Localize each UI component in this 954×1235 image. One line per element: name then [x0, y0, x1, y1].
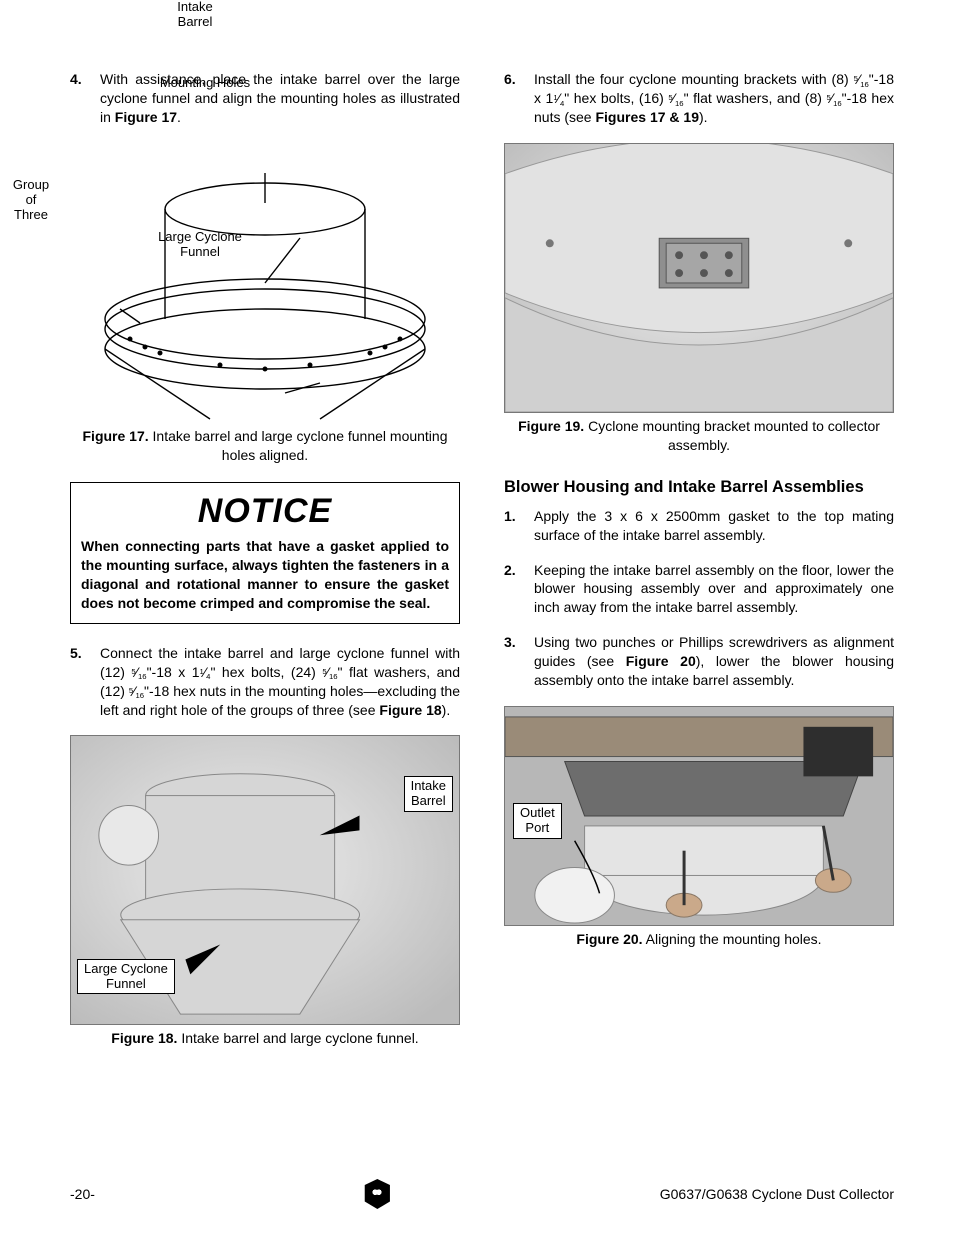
notice-box: NOTICE When connecting parts that have a… — [70, 482, 460, 623]
page-number: -20- — [70, 1185, 95, 1204]
sub-step-3-body: Using two punches or Phillips screwdrive… — [534, 633, 894, 690]
two-column-layout: 4. With assistance, place the intake bar… — [70, 70, 894, 1048]
step-5-number: 5. — [70, 644, 100, 720]
sub-step-1: 1. Apply the 3 x 6 x 2500mm gasket to th… — [504, 507, 894, 545]
sub-step-3-ref: Figure 20 — [626, 653, 696, 669]
fig17-label-mounting-holes: Mounting Holes — [150, 76, 260, 91]
sub-step-2-body: Keeping the intake barrel assembly on th… — [534, 561, 894, 618]
step-4: 4. With assistance, place the intake bar… — [70, 70, 460, 127]
sub-step-2: 2. Keeping the intake barrel assembly on… — [504, 561, 894, 618]
fig20-label-outlet-port: Outlet Port — [513, 803, 562, 839]
step-6-number: 6. — [504, 70, 534, 127]
step-6-body: Install the four cyclone mounting bracke… — [534, 70, 894, 127]
sub-step-1-body: Apply the 3 x 6 x 2500mm gasket to the t… — [534, 507, 894, 545]
figure-17-image: Intake Barrel Mounting Holes Group of Th… — [70, 143, 460, 423]
figure-17-caption-bold: Figure 17. — [83, 428, 149, 444]
figure-20-svg — [505, 707, 893, 925]
sub-step-3-number: 3. — [504, 633, 534, 690]
figure-17-caption-rest: Intake barrel and large cyclone funnel m… — [149, 428, 448, 463]
right-column: 6. Install the four cyclone mounting bra… — [504, 70, 894, 1048]
sub-step-3: 3. Using two punches or Phillips screwdr… — [504, 633, 894, 690]
step-6: 6. Install the four cyclone mounting bra… — [504, 70, 894, 127]
figure-17-caption: Figure 17. Intake barrel and large cyclo… — [70, 427, 460, 465]
fig18-label-large-cyclone-funnel: Large Cyclone Funnel — [77, 959, 175, 995]
figure-18-caption-bold: Figure 18. — [111, 1030, 177, 1046]
figure-17-svg — [70, 143, 460, 423]
brand-logo-icon — [363, 1179, 391, 1209]
step-5: 5. Connect the intake barrel and large c… — [70, 644, 460, 720]
figure-18-caption: Figure 18. Intake barrel and large cyclo… — [70, 1029, 460, 1048]
step-4-text-b: . — [177, 109, 181, 125]
section-heading-blower: Blower Housing and Intake Barrel Assembl… — [504, 476, 894, 498]
fig18-label-intake-barrel: Intake Barrel — [404, 776, 453, 812]
figure-20-caption-bold: Figure 20. — [576, 931, 642, 947]
figure-19-svg — [505, 144, 893, 412]
figure-19-caption-rest: Cyclone mounting bracket mounted to coll… — [584, 418, 880, 453]
fig17-label-intake-barrel: Intake Barrel — [160, 0, 230, 30]
figure-19-image — [504, 143, 894, 413]
notice-body: When connecting parts that have a gasket… — [81, 537, 449, 613]
left-column: 4. With assistance, place the intake bar… — [70, 70, 460, 1048]
step-4-number: 4. — [70, 70, 100, 127]
sub-step-1-number: 1. — [504, 507, 534, 545]
fig17-label-group-of-three: Group of Three — [0, 178, 62, 223]
doc-title: G0637/G0638 Cyclone Dust Collector — [660, 1185, 894, 1204]
figure-19-caption-bold: Figure 19. — [518, 418, 584, 434]
step-5-body: Connect the intake barrel and large cycl… — [100, 644, 460, 720]
figure-18-caption-rest: Intake barrel and large cyclone funnel. — [177, 1030, 418, 1046]
figure-20-caption-rest: Aligning the mounting holes. — [643, 931, 822, 947]
figure-20-image: Outlet Port — [504, 706, 894, 926]
figure-20-caption: Figure 20. Aligning the mounting holes. — [504, 930, 894, 949]
figure-19-caption: Figure 19. Cyclone mounting bracket moun… — [504, 417, 894, 455]
sub-step-2-number: 2. — [504, 561, 534, 618]
step-4-ref: Figure 17 — [115, 109, 177, 125]
figure-18-image: Intake Barrel Large Cyclone Funnel — [70, 735, 460, 1025]
fig17-label-large-cyclone-funnel: Large Cyclone Funnel — [140, 230, 260, 260]
page-footer: -20- G0637/G0638 Cyclone Dust Collector — [70, 1179, 894, 1209]
notice-title: NOTICE — [81, 489, 449, 535]
